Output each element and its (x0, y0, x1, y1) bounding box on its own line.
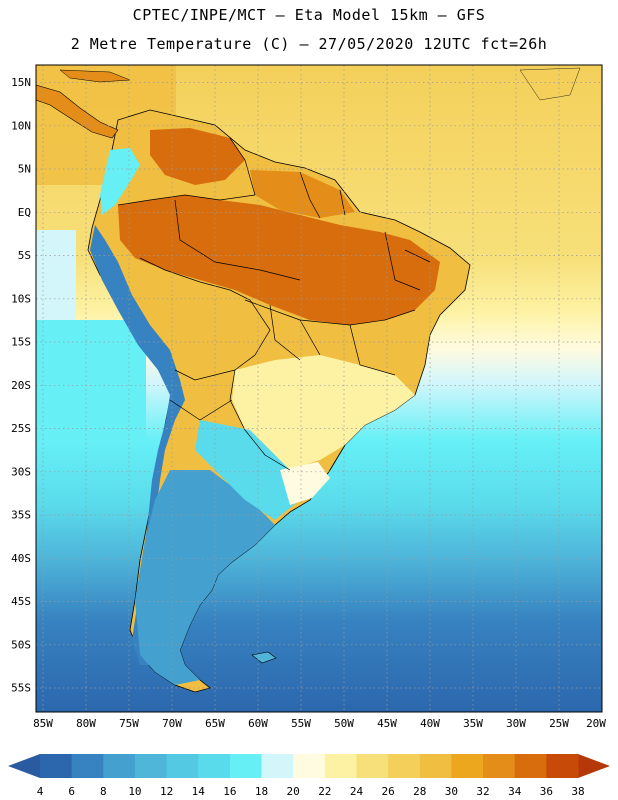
colorbar-tick-label: 28 (413, 785, 426, 798)
colorbar-swatch (166, 754, 199, 778)
colorbar-swatch (229, 754, 263, 778)
colorbar-swatch (356, 754, 389, 778)
andes-cold-spine (90, 225, 185, 665)
caribbean-islands (519, 67, 581, 101)
colorbar-tick-label: 14 (192, 785, 206, 798)
lat-label: 5S (18, 249, 31, 262)
colorbar-tick-label: 24 (350, 785, 364, 798)
colorbar-swatches (40, 754, 579, 778)
colorbar-tick-label: 4 (37, 785, 44, 798)
colorbar-tick-label: 8 (100, 785, 107, 798)
lon-label: 45W (377, 717, 397, 730)
lat-label: 30S (11, 465, 31, 478)
colorbar-swatch (483, 754, 516, 778)
lat-label: 50S (11, 638, 31, 651)
colorbar-swatch (261, 754, 294, 778)
longitude-axis: 85W 80W 75W 70W 65W 60W 55W 50W 45W 40W … (33, 717, 606, 730)
lon-label: 20W (586, 717, 606, 730)
patagonia-cold-zone (135, 470, 275, 685)
lat-label: 5N (18, 163, 31, 176)
lat-label: 45S (11, 595, 31, 608)
lon-label: 80W (76, 717, 96, 730)
colorbar-tick-label: 36 (540, 785, 553, 798)
colorbar-tick-label: 32 (476, 785, 489, 798)
lon-label: 25W (549, 717, 569, 730)
colorbar-tick-label: 30 (445, 785, 458, 798)
central-america (36, 84, 119, 139)
map-title: CPTEC/INPE/MCT – Eta Model 15km – GFS (132, 6, 486, 24)
central-south-cooler-zone (232, 355, 415, 470)
lon-label: 75W (119, 717, 139, 730)
colorbar-swatch (324, 754, 357, 778)
lon-label: 40W (420, 717, 440, 730)
lat-label: 15S (11, 336, 31, 349)
colorbar-swatch (546, 754, 579, 778)
colorbar-swatch (71, 754, 104, 778)
lat-label: 10S (11, 292, 31, 305)
colorbar-swatch (514, 754, 547, 778)
colombia-andes (100, 148, 140, 215)
lat-label: 40S (11, 552, 31, 565)
colorbar-swatch (198, 754, 231, 778)
colorbar-tick-label: 38 (571, 785, 584, 798)
colorbar-tick-label: 34 (508, 785, 522, 798)
colorbar-tick-label: 26 (381, 785, 394, 798)
guiana-warm-zone (250, 170, 355, 218)
pampas-zone (195, 420, 300, 520)
map-subtitle: 2 Metre Temperature (C) – 27/05/2020 12U… (70, 35, 548, 53)
north-hot-zone (150, 128, 245, 185)
colorbar-swatch (40, 754, 73, 778)
lat-label: 10N (11, 119, 31, 132)
colorbar-high-arrow (578, 754, 610, 778)
amazon-hot-zone (118, 195, 440, 325)
lat-label: 20S (11, 379, 31, 392)
lat-label: EQ (18, 206, 31, 219)
uruguay-zone (280, 462, 330, 505)
lon-label: 55W (291, 717, 311, 730)
lon-label: 35W (463, 717, 483, 730)
colorbar-tick-label: 18 (255, 785, 268, 798)
colorbar-labels: 4 6 8 10 12 14 16 18 20 22 24 26 28 30 32 34 36 38 (37, 785, 585, 798)
colorbar-tick-label: 22 (318, 785, 331, 798)
pacific-cool-strip (36, 230, 76, 320)
lon-label: 85W (33, 717, 53, 730)
colorbar-swatch (134, 754, 168, 778)
colorbar-swatch (419, 754, 452, 778)
pacific-cold-area (36, 320, 146, 440)
colorbar-swatch (293, 754, 326, 778)
lat-label: 15N (11, 76, 31, 89)
map-field (36, 65, 602, 712)
latitude-axis: 15N 10N 5N EQ 5S 10S 15S 20S 25S 30S 35S… (11, 76, 31, 695)
lon-label: 65W (205, 717, 225, 730)
colorbar-tick-label: 10 (128, 785, 141, 798)
lon-label: 50W (334, 717, 354, 730)
colorbar-tick-label: 16 (223, 785, 236, 798)
colorbar-tick-label: 20 (287, 785, 300, 798)
colorbar-swatch (103, 754, 136, 778)
lat-label: 35S (11, 509, 31, 522)
colorbar-swatch (388, 754, 421, 778)
colorbar: 4 6 8 10 12 14 16 18 20 22 24 26 28 30 32 34 36 38 (8, 754, 610, 798)
lon-label: 70W (162, 717, 182, 730)
colorbar-low-arrow (8, 754, 40, 778)
colorbar-swatch (451, 754, 484, 778)
country-borders (117, 137, 431, 471)
cuba-outline (59, 69, 131, 83)
lon-label: 30W (506, 717, 526, 730)
lat-label: 55S (11, 682, 31, 695)
colorbar-tick-label: 12 (160, 785, 173, 798)
map-frame (35, 64, 603, 713)
lat-label: 25S (11, 422, 31, 435)
lon-label: 60W (248, 717, 268, 730)
colorbar-tick-label: 6 (68, 785, 75, 798)
